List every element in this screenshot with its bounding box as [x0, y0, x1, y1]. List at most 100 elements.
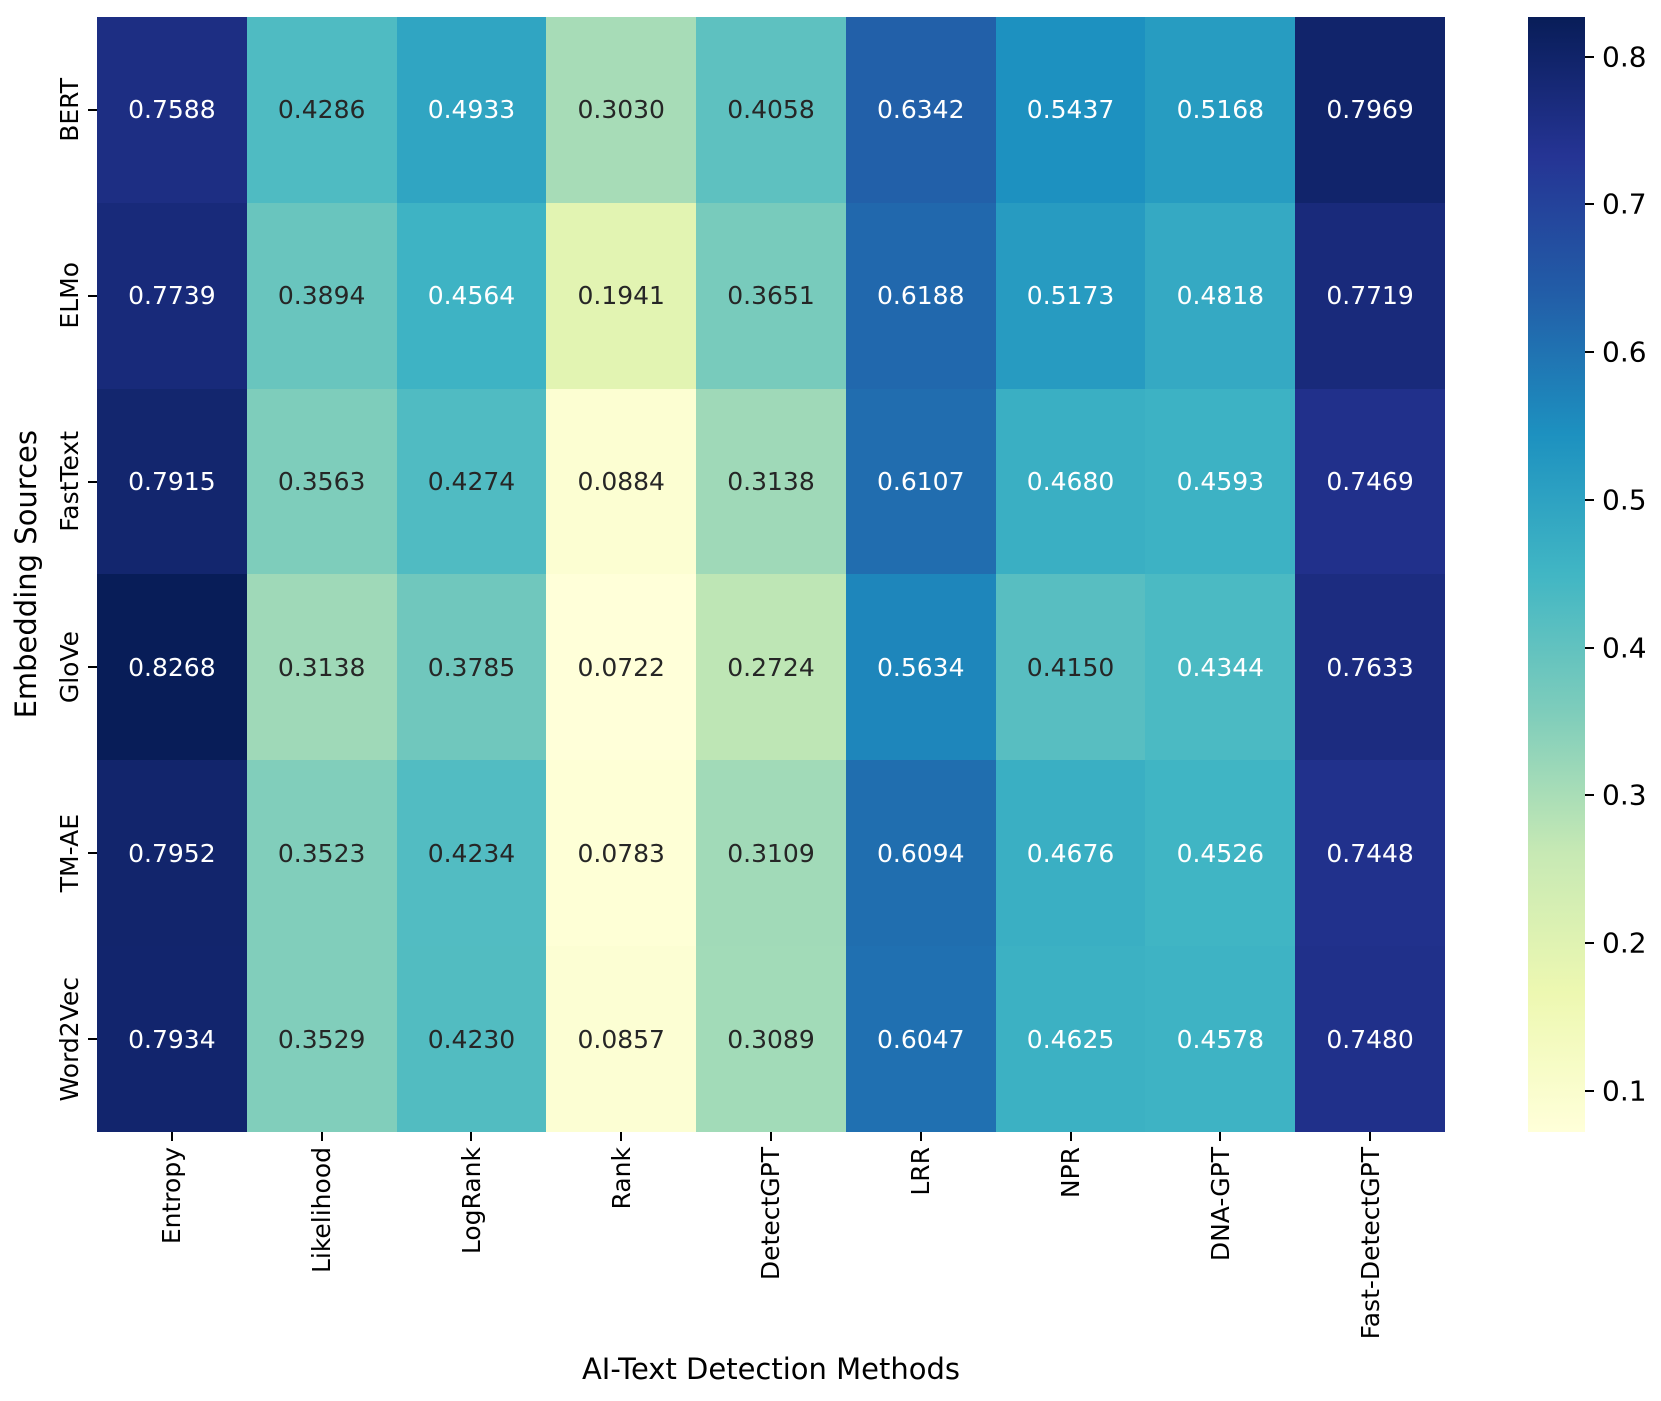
heatmap-cell-FastText-Entropy: 0.7915 [97, 388, 247, 575]
heatmap-cell-Word2Vec-Rank: 0.0857 [546, 946, 697, 1132]
x-tick-label-LRR: LRR [846, 1147, 996, 1362]
heatmap-cell-GloVe-DetectGPT: 0.2724 [696, 574, 846, 761]
tick-mark [88, 852, 97, 855]
heatmap-cell-GloVe-LogRank: 0.3785 [396, 574, 547, 761]
x-tick-label-Rank: Rank [546, 1147, 696, 1362]
x-tick-label-text: LRR [906, 1147, 936, 1196]
y-tick-label-TM-AE: TM-AE [38, 760, 84, 946]
tick-mark [1369, 1132, 1372, 1141]
y-tick-label-text: TM-AE [55, 814, 84, 893]
heatmap-cell-TM-AE-Fast-DetectGPT: 0.7448 [1295, 760, 1445, 947]
heatmap-cell-TM-AE-LRR: 0.6094 [845, 760, 996, 947]
heatmap-cell-TM-AE-DetectGPT: 0.3109 [696, 760, 846, 947]
heatmap-cell-GloVe-Likelihood: 0.3138 [246, 574, 397, 761]
tick-mark [88, 666, 97, 669]
heatmap-cell-ELMo-Fast-DetectGPT: 0.7719 [1295, 202, 1445, 389]
heatmap-cell-GloVe-NPR: 0.4150 [995, 574, 1146, 761]
heatmap-cell-TM-AE-Entropy: 0.7952 [97, 760, 247, 947]
heatmap-cell-ELMo-LogRank: 0.4564 [396, 202, 547, 389]
colorbar-tick-mark [1585, 498, 1594, 501]
heatmap-cell-TM-AE-DNA-GPT: 0.4526 [1145, 760, 1296, 947]
y-tick-label-Word2Vec: Word2Vec [38, 946, 84, 1132]
heatmap-cell-TM-AE-LogRank: 0.4234 [396, 760, 547, 947]
heatmap-cell-BERT-Likelihood: 0.4286 [246, 17, 397, 203]
heatmap-cell-GloVe-Rank: 0.0722 [546, 574, 697, 761]
colorbar [1528, 17, 1585, 1132]
x-tick-label-text: DNA-GPT [1205, 1147, 1235, 1262]
y-tick-label-text: Word2Vec [55, 976, 84, 1102]
colorbar-tick-label: 0.2 [1602, 926, 1647, 960]
x-tick-label-Fast-DetectGPT: Fast-DetectGPT [1295, 1147, 1445, 1362]
heatmap-cell-BERT-LRR: 0.6342 [845, 17, 996, 203]
tick-mark [1219, 1132, 1222, 1141]
tick-mark [320, 1132, 323, 1141]
heatmap-cell-BERT-Entropy: 0.7588 [97, 17, 247, 203]
heatmap-cell-Word2Vec-NPR: 0.4625 [995, 946, 1146, 1132]
y-tick-label-text: FastText [55, 431, 84, 532]
heatmap-cell-TM-AE-Rank: 0.0783 [546, 760, 697, 947]
x-axis-title-text: AI-Text Detection Methods [581, 1352, 961, 1386]
colorbar-tick-mark [1585, 351, 1594, 354]
heatmap-cell-FastText-LRR: 0.6107 [845, 388, 996, 575]
tick-mark [88, 480, 97, 483]
y-tick-label-BERT: BERT [38, 17, 84, 203]
tick-mark [88, 294, 97, 297]
colorbar-tick-label: 0.5 [1602, 483, 1647, 517]
tick-mark [170, 1132, 173, 1141]
heatmap-cell-ELMo-DetectGPT: 0.3651 [696, 202, 846, 389]
heatmap-cell-GloVe-DNA-GPT: 0.4344 [1145, 574, 1296, 761]
heatmap-cell-BERT-Fast-DetectGPT: 0.7969 [1295, 17, 1445, 203]
x-axis-title: AI-Text Detection Methods [97, 1352, 1445, 1396]
heatmap-cell-FastText-NPR: 0.4680 [995, 388, 1146, 575]
heatmap-cell-FastText-DNA-GPT: 0.4593 [1145, 388, 1296, 575]
y-tick-label-text: BERT [55, 78, 84, 142]
x-tick-label-text: DetectGPT [756, 1147, 786, 1281]
heatmap-cell-TM-AE-NPR: 0.4676 [995, 760, 1146, 947]
heatmap-cell-ELMo-LRR: 0.6188 [845, 202, 996, 389]
heatmap-cell-BERT-NPR: 0.5437 [995, 17, 1146, 203]
colorbar-tick-label: 0.1 [1602, 1074, 1647, 1108]
y-tick-label-text: ELMo [55, 262, 84, 330]
y-tick-label-FastText: FastText [38, 389, 84, 575]
heatmap-plot-area: 0.7588 0.4286 0.4933 0.3030 0.4058 0.6342 0.54… [97, 17, 1445, 1132]
heatmap-cell-Word2Vec-DetectGPT: 0.3089 [696, 946, 846, 1132]
colorbar-tick-label: 0.8 [1602, 40, 1647, 74]
tick-mark [620, 1132, 623, 1141]
heatmap-cell-BERT-LogRank: 0.4933 [396, 17, 547, 203]
heatmap-cell-GloVe-Entropy: 0.8268 [97, 574, 247, 761]
heatmap-cell-ELMo-DNA-GPT: 0.4818 [1145, 202, 1296, 389]
x-tick-label-text: Rank [606, 1147, 636, 1210]
x-tick-label-LogRank: LogRank [397, 1147, 547, 1362]
heatmap-cell-Word2Vec-Fast-DetectGPT: 0.7480 [1295, 946, 1445, 1132]
x-tick-label-DetectGPT: DetectGPT [696, 1147, 846, 1362]
heatmap-cell-ELMo-Rank: 0.1941 [546, 202, 697, 389]
tick-mark [88, 1038, 97, 1041]
heatmap-cell-FastText-DetectGPT: 0.3138 [696, 388, 846, 575]
heatmap-cell-ELMo-Likelihood: 0.3894 [246, 202, 397, 389]
heatmap-cell-GloVe-Fast-DetectGPT: 0.7633 [1295, 574, 1445, 761]
colorbar-tick-mark [1585, 646, 1594, 649]
heatmap-cell-Word2Vec-DNA-GPT: 0.4578 [1145, 946, 1296, 1132]
x-tick-label-Likelihood: Likelihood [247, 1147, 397, 1362]
tick-mark [470, 1132, 473, 1141]
colorbar-tick-label: 0.4 [1602, 631, 1647, 665]
tick-mark [770, 1132, 772, 1141]
heatmap-cell-FastText-Likelihood: 0.3563 [246, 388, 397, 575]
colorbar-tick-label: 0.3 [1602, 778, 1647, 812]
tick-mark [919, 1132, 922, 1141]
tick-mark [1069, 1132, 1072, 1141]
heatmap-cell-BERT-DetectGPT: 0.4058 [696, 17, 846, 203]
y-tick-label-GloVe: GloVe [38, 575, 84, 761]
heatmap-cell-BERT-Rank: 0.3030 [546, 17, 697, 203]
heatmap-cell-BERT-DNA-GPT: 0.5168 [1145, 17, 1296, 203]
colorbar-tick-mark [1585, 1089, 1594, 1092]
x-tick-label-text: NPR [1056, 1147, 1086, 1199]
x-tick-label-DNA-GPT: DNA-GPT [1145, 1147, 1295, 1362]
heatmap-cell-Word2Vec-LRR: 0.6047 [845, 946, 996, 1132]
x-tick-label-text: LogRank [456, 1147, 486, 1255]
x-tick-label-NPR: NPR [996, 1147, 1146, 1362]
colorbar-tick-mark [1585, 203, 1594, 206]
heatmap-cell-TM-AE-Likelihood: 0.3523 [246, 760, 397, 947]
y-tick-label-text: GloVe [55, 631, 84, 704]
